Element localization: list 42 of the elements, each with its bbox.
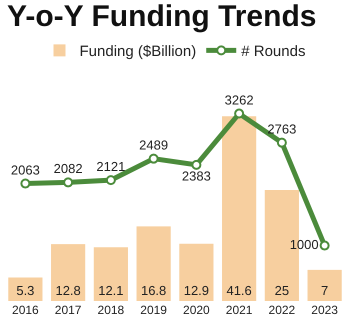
x-tick-label: 2021 [226,303,253,317]
point [234,108,244,119]
data-label: 2063 [10,162,40,178]
x-tick-label: 2016 [12,303,40,317]
data-label: 25 [274,283,290,298]
point [106,175,116,186]
legend-label: # Rounds [241,43,306,60]
legend-label: Funding ($Billion) [80,43,196,60]
data-label: 16.8 [140,283,166,298]
bar [8,277,42,301]
bar [308,270,342,301]
data-label: 2121 [96,158,126,174]
data-label: 2763 [267,121,296,136]
data-label: 12.8 [55,283,81,298]
x-tick-label: 2023 [311,303,338,317]
point [320,240,330,251]
bar [51,244,86,301]
bar [94,247,128,301]
point [20,178,30,189]
data-label: 3262 [224,92,254,108]
x-tick-label: 2020 [183,303,210,317]
bar [222,116,256,301]
data-label: 12.1 [98,283,124,298]
point [148,154,159,164]
point [276,138,287,148]
bar [179,244,214,301]
data-label: 2383 [182,168,211,184]
bar [136,226,171,301]
data-label: 7 [321,283,328,298]
data-label: 5.3 [16,283,34,298]
data-label: 41.6 [226,283,252,298]
data-label: 12.9 [184,283,210,298]
point [191,160,202,170]
x-tick-label: 2019 [140,303,168,317]
data-label: 1000 [290,236,319,252]
x-tick-label: 2017 [54,303,82,317]
point [63,177,74,188]
data-label: 2489 [139,137,168,152]
data-label: 2082 [54,161,83,176]
chart-title: Y-o-Y Funding Trends [7,0,316,33]
x-tick-label: 2022 [268,303,296,317]
x-tick-label: 2018 [98,303,125,317]
